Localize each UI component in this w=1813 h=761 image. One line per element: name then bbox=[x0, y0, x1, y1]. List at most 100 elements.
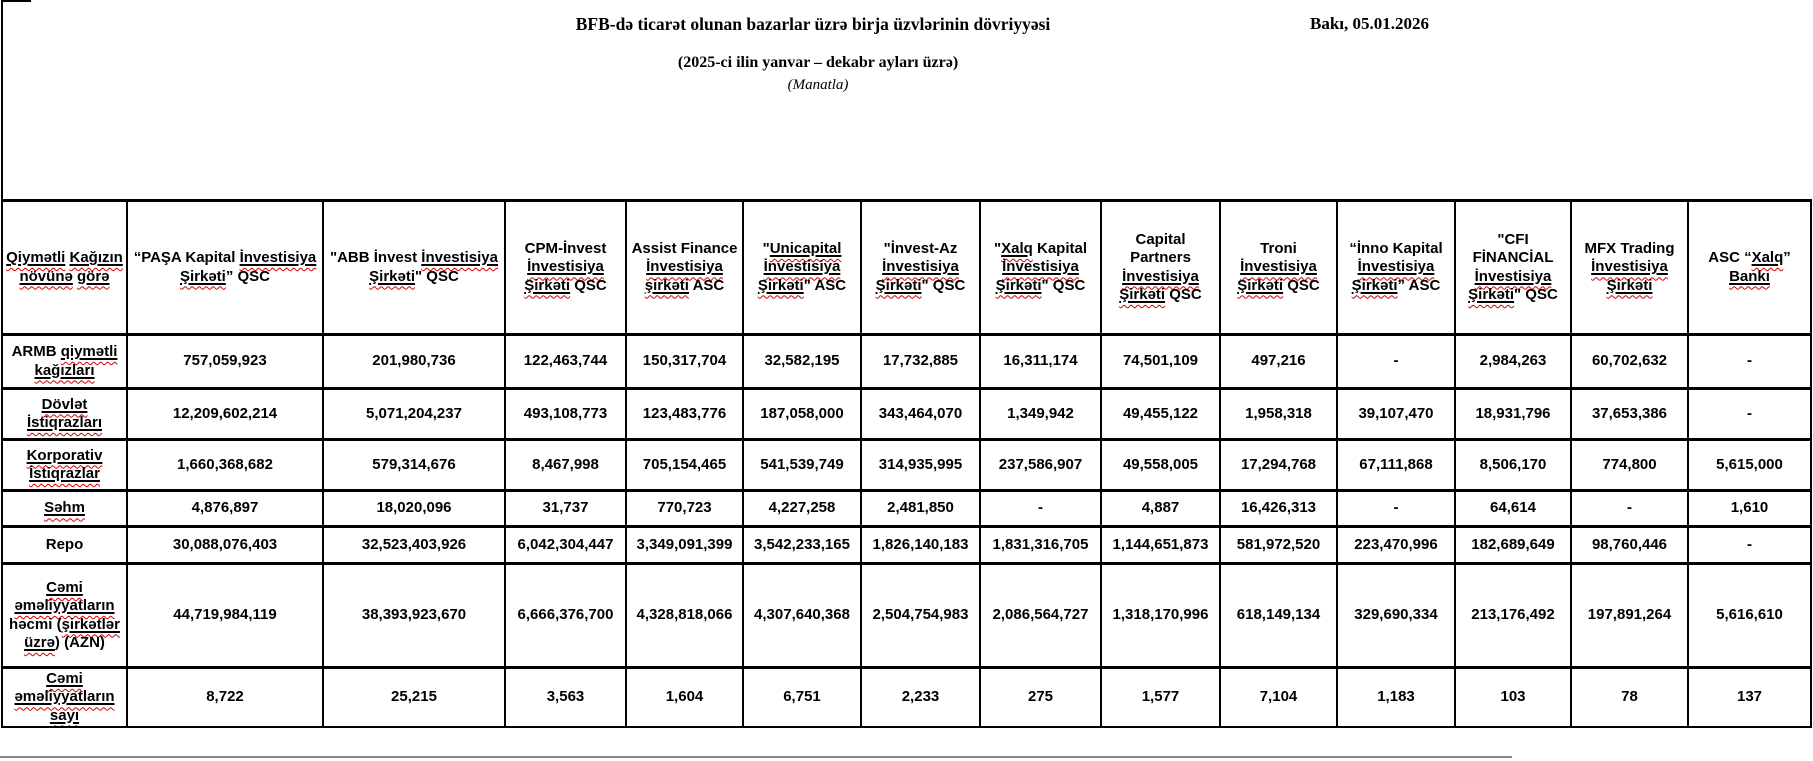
data-cell: 38,393,923,670 bbox=[322, 562, 505, 668]
data-cell: 618,149,134 bbox=[1219, 562, 1337, 668]
company-header-cell-10: “İnno Kapital İnvestisiya Şirkəti” ASC bbox=[1336, 199, 1455, 335]
data-cell: 2,481,850 bbox=[860, 489, 980, 527]
table-row: Cəmi əməliyyatların həcmi (şirkətlər üzr… bbox=[1, 562, 1811, 668]
data-cell: 4,227,258 bbox=[742, 489, 861, 527]
bottom-divider bbox=[0, 756, 1512, 758]
data-cell: 25,215 bbox=[322, 665, 505, 727]
data-cell: 223,470,996 bbox=[1336, 525, 1455, 564]
data-cell: 98,760,446 bbox=[1570, 525, 1688, 564]
row-label-cell: Korporativ İstiqrazlar bbox=[1, 438, 127, 491]
table-row: Cəmi əməliyyatların sayı 8,722 25,215 3,563… bbox=[1, 665, 1811, 727]
data-cell: 2,504,754,983 bbox=[860, 562, 980, 668]
table-row: Dövlət İstiqrazları 12,209,602,214 5,071,2… bbox=[1, 387, 1811, 440]
company-header-cell-6: "İnvest-Az İnvestisiya Şirkəti" QSC bbox=[860, 199, 980, 335]
company-header-cell-3: CPM-İnvest İnvestisiya Şirkəti QSC bbox=[504, 199, 626, 335]
data-cell: 497,216 bbox=[1219, 333, 1337, 389]
document-subtitle: (2025-ci ilin yanvar – dekabr ayları üzr… bbox=[677, 54, 959, 71]
title-block: BFB-də ticarət olunan bazarlar üzrə birj… bbox=[1, 0, 1813, 199]
company-header-cell-8: Capital Partners İnvestisiya Şirkəti QSC bbox=[1100, 199, 1220, 335]
data-cell: 17,294,768 bbox=[1219, 438, 1337, 491]
data-cell: 8,722 bbox=[126, 665, 323, 727]
data-cell: 1,577 bbox=[1100, 665, 1220, 727]
data-cell: 1,349,942 bbox=[979, 387, 1101, 440]
data-cell: 1,831,316,705 bbox=[979, 525, 1101, 564]
data-cell: 123,483,776 bbox=[625, 387, 743, 440]
data-cell: 6,666,376,700 bbox=[504, 562, 626, 668]
data-cell: - bbox=[1336, 489, 1455, 527]
data-cell: 32,582,195 bbox=[742, 333, 861, 389]
data-cell: 1,144,651,873 bbox=[1100, 525, 1220, 564]
data-cell: 12,209,602,214 bbox=[126, 387, 323, 440]
data-cell: 67,111,868 bbox=[1336, 438, 1455, 491]
company-header-cell-11: "CFI FİNANCİAL İnvestisiya Şirkəti" QSC bbox=[1454, 199, 1571, 335]
data-cell: 30,088,076,403 bbox=[126, 525, 323, 564]
table-row: ARMB qiymətli kağızları 757,059,923 201,98… bbox=[1, 333, 1811, 389]
data-cell: - bbox=[1687, 333, 1811, 389]
data-cell: 60,702,632 bbox=[1570, 333, 1688, 389]
data-cell: 237,586,907 bbox=[979, 438, 1101, 491]
document-title: BFB-də ticarət olunan bazarlar üzrə birj… bbox=[575, 14, 1051, 34]
company-header-cell-4: Assist Finance İnvestisiya şirkəti ASC bbox=[625, 199, 743, 335]
data-cell: - bbox=[1336, 333, 1455, 389]
data-cell: 39,107,470 bbox=[1336, 387, 1455, 440]
company-header-cell-1: “PAŞA Kapital İnvestisiya Şirkəti” QSC bbox=[126, 199, 323, 335]
data-cell: 197,891,264 bbox=[1570, 562, 1688, 668]
data-cell: 774,800 bbox=[1570, 438, 1688, 491]
data-cell: 187,058,000 bbox=[742, 387, 861, 440]
company-header-cell-13: ASC “Xalq” Bankı bbox=[1687, 199, 1811, 335]
data-cell: 122,463,744 bbox=[504, 333, 626, 389]
data-cell: 18,931,796 bbox=[1454, 387, 1571, 440]
data-cell: 1,604 bbox=[625, 665, 743, 727]
data-cell: 1,610 bbox=[1687, 489, 1811, 527]
data-cell: 213,176,492 bbox=[1454, 562, 1571, 668]
table-header-row: Qiymətli Kağızın növünə görə “PAŞA Kapita… bbox=[1, 199, 1811, 335]
data-cell: 64,614 bbox=[1454, 489, 1571, 527]
data-cell: 137 bbox=[1687, 665, 1811, 727]
company-header-cell-7: "Xalq Kapital İnvestisiya Şirkəti" QSC bbox=[979, 199, 1101, 335]
data-cell: 705,154,465 bbox=[625, 438, 743, 491]
company-header-cell-9: Troni İnvestisiya Şirkəti QSC bbox=[1219, 199, 1337, 335]
data-cell: 3,349,091,399 bbox=[625, 525, 743, 564]
data-cell: 6,751 bbox=[742, 665, 861, 727]
data-cell: 770,723 bbox=[625, 489, 743, 527]
data-cell: - bbox=[1687, 387, 1811, 440]
row-header-column-title: Qiymətli Kağızın növünə görə bbox=[1, 199, 127, 335]
data-cell: 17,732,885 bbox=[860, 333, 980, 389]
data-cell: 343,464,070 bbox=[860, 387, 980, 440]
company-header-cell-12: MFX Trading İnvestisiya Şirkəti bbox=[1570, 199, 1688, 335]
exchange-members-turnover-table: Qiymətli Kağızın növünə görə “PAŞA Kapita… bbox=[1, 199, 1812, 728]
data-cell: - bbox=[979, 489, 1101, 527]
data-cell: 4,887 bbox=[1100, 489, 1220, 527]
data-cell: 32,523,403,926 bbox=[322, 525, 505, 564]
row-label-cell: Cəmi əməliyyatların həcmi (şirkətlər üzr… bbox=[1, 562, 127, 668]
data-cell: 2,233 bbox=[860, 665, 980, 727]
data-cell: 329,690,334 bbox=[1336, 562, 1455, 668]
data-cell: 78 bbox=[1570, 665, 1688, 727]
data-cell: 1,660,368,682 bbox=[126, 438, 323, 491]
data-cell: 541,539,749 bbox=[742, 438, 861, 491]
table-row: Səhm 4,876,897 18,020,096 31,737 770,723 4,22… bbox=[1, 489, 1811, 527]
data-cell: 1,183 bbox=[1336, 665, 1455, 727]
data-cell: 5,615,000 bbox=[1687, 438, 1811, 491]
data-cell: 103 bbox=[1454, 665, 1571, 727]
data-cell: 182,689,649 bbox=[1454, 525, 1571, 564]
row-label-cell: ARMB qiymətli kağızları bbox=[1, 333, 127, 389]
row-label-cell: Səhm bbox=[1, 489, 127, 527]
data-cell: 7,104 bbox=[1219, 665, 1337, 727]
row-label-cell: Cəmi əməliyyatların sayı bbox=[1, 665, 127, 727]
data-cell: 275 bbox=[979, 665, 1101, 727]
data-cell: 581,972,520 bbox=[1219, 525, 1337, 564]
data-cell: 5,071,204,237 bbox=[322, 387, 505, 440]
data-cell: 44,719,984,119 bbox=[126, 562, 323, 668]
data-cell: 4,328,818,066 bbox=[625, 562, 743, 668]
data-cell: 4,307,640,368 bbox=[742, 562, 861, 668]
data-cell: 49,558,005 bbox=[1100, 438, 1220, 491]
data-cell: 150,317,704 bbox=[625, 333, 743, 389]
currency-note: (Manatla) bbox=[787, 77, 849, 93]
data-cell: 16,426,313 bbox=[1219, 489, 1337, 527]
data-cell: 493,108,773 bbox=[504, 387, 626, 440]
data-cell: 49,455,122 bbox=[1100, 387, 1220, 440]
document-date: Bakı, 05.01.2026 bbox=[1310, 14, 1430, 33]
data-cell: 8,506,170 bbox=[1454, 438, 1571, 491]
data-cell: 757,059,923 bbox=[126, 333, 323, 389]
